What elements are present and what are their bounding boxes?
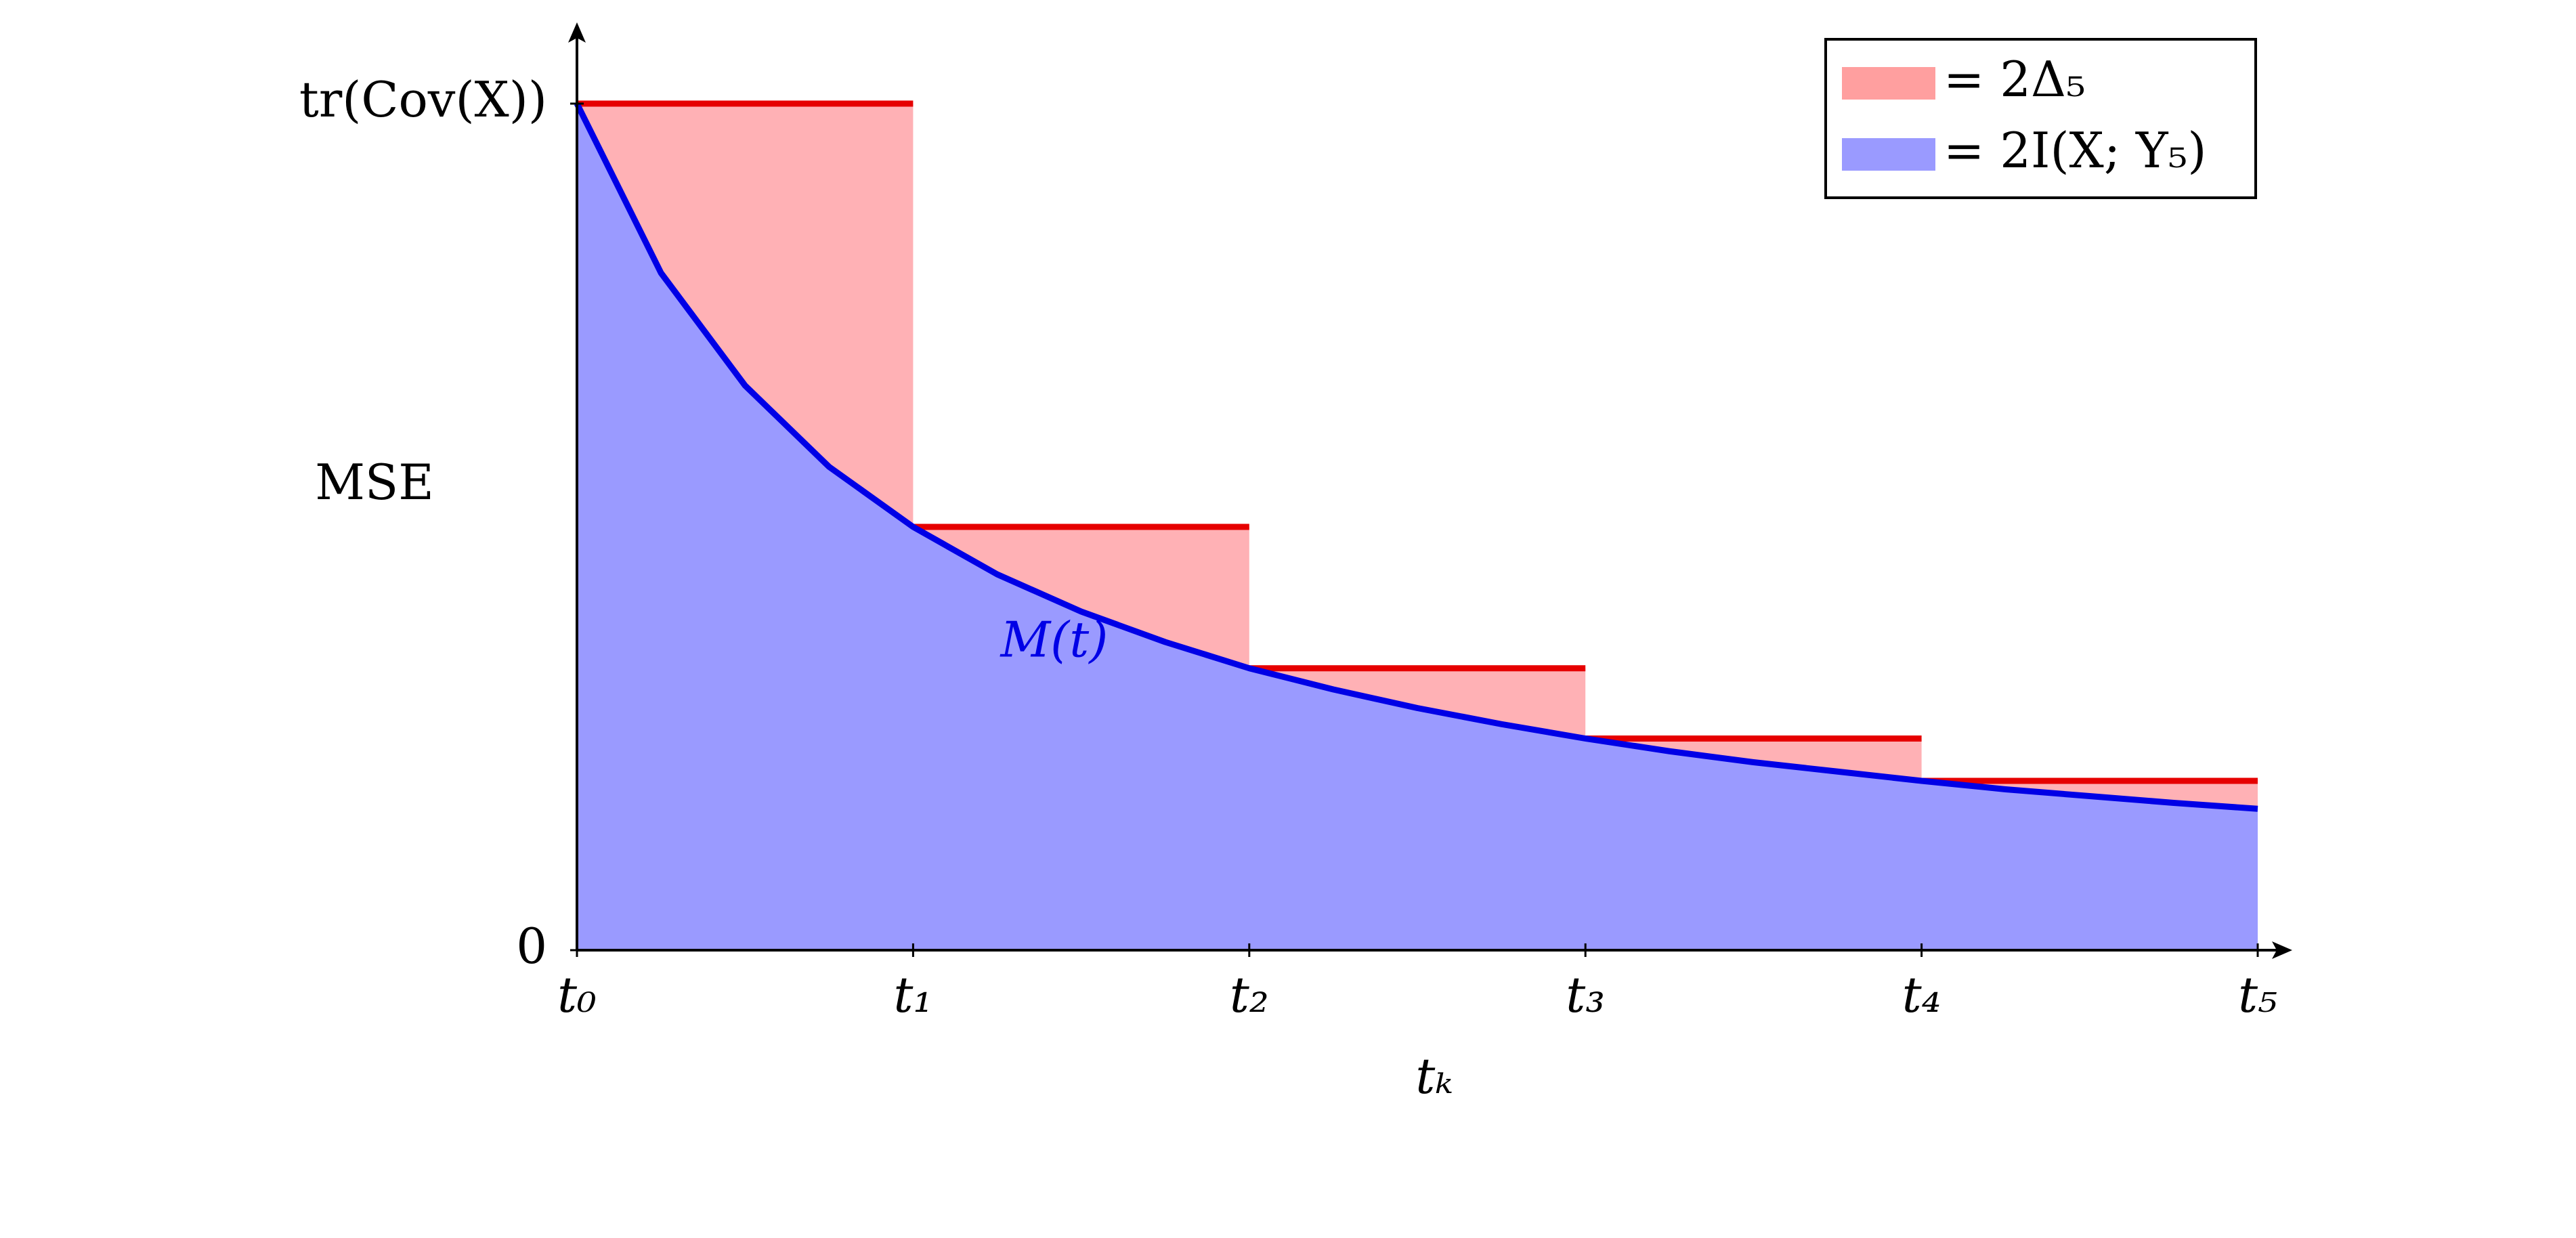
x-tick-label: t₀ xyxy=(557,966,597,1023)
y-axis-arrow xyxy=(568,22,586,43)
legend: = 2Δ₅ = 2I(X; Y₅) xyxy=(1824,38,2257,199)
x-tick-label: t₁ xyxy=(894,966,933,1023)
x-tick-label: t₂ xyxy=(1230,966,1269,1023)
x-tick-label: t₄ xyxy=(1902,966,1941,1023)
y-axis-label: MSE xyxy=(315,454,434,511)
x-axis-label: tₖ xyxy=(1415,1048,1453,1105)
curve-area xyxy=(577,104,2258,950)
y-tick-label: tr(Cov(X)) xyxy=(299,71,547,128)
x-tick-label: t₅ xyxy=(2238,966,2277,1023)
annotation: M(t) xyxy=(999,612,1108,668)
x-axis-arrow xyxy=(2272,941,2292,959)
x-tick-label: t₃ xyxy=(1566,966,1605,1023)
legend-label: = 2I(X; Y₅) xyxy=(1944,122,2206,179)
legend-swatch xyxy=(1842,138,1935,171)
legend-swatch xyxy=(1842,67,1935,100)
curve-line xyxy=(574,102,2258,812)
y-tick-label: 0 xyxy=(516,918,547,975)
legend-box xyxy=(1824,38,2257,199)
legend-label: = 2Δ₅ xyxy=(1944,51,2086,108)
